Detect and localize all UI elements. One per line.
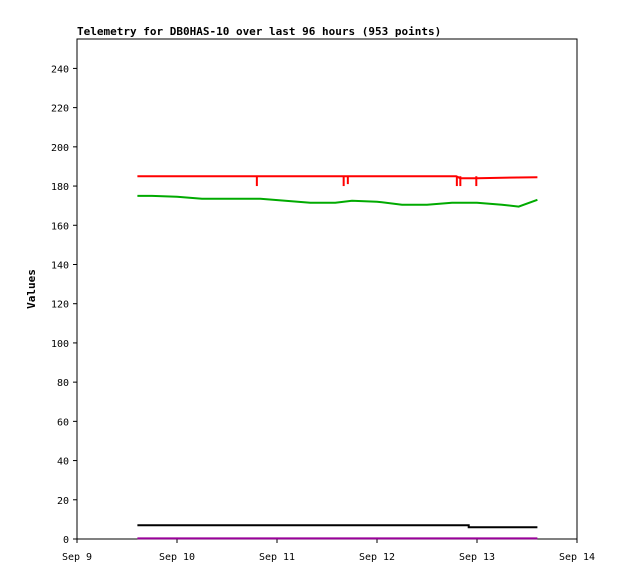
- y-tick-label: 180: [51, 182, 69, 193]
- chart-title: Telemetry for DB0HAS-10 over last 96 hou…: [77, 25, 441, 38]
- series-layer: [137, 175, 538, 540]
- plot-area: [76, 38, 578, 540]
- y-tick-label: 200: [51, 143, 69, 154]
- y-tick-label: 160: [51, 221, 69, 232]
- x-tick-label: Sep 9: [62, 552, 92, 563]
- y-tick-label: 80: [57, 378, 69, 389]
- y-axis: 0 20 40 60 80 100 120 140 160 180 200 220 240: [51, 64, 77, 546]
- series-line-3: [137, 524, 538, 529]
- y-tick-label: 220: [51, 104, 69, 115]
- x-tick-label: Sep 12: [359, 552, 395, 563]
- y-tick-label: 140: [51, 260, 69, 271]
- y-tick-label: 240: [51, 64, 69, 75]
- series-line-2: [137, 194, 538, 208]
- y-tick-label: 60: [57, 417, 69, 428]
- series-line-1: [137, 175, 538, 180]
- y-axis-label: Values: [25, 269, 38, 309]
- y-tick-label: 0: [63, 535, 69, 546]
- y-tick-label: 100: [51, 339, 69, 350]
- x-tick-label: Sep 10: [159, 552, 195, 563]
- x-tick-label: Sep 14: [559, 552, 595, 563]
- y-tick-label: 20: [57, 496, 69, 507]
- x-tick-label: Sep 11: [259, 552, 295, 563]
- y-tick-label: 120: [51, 300, 69, 311]
- x-axis: Sep 9 Sep 10 Sep 11 Sep 12 Sep 13 Sep 14: [62, 539, 595, 563]
- y-tick-label: 40: [57, 457, 69, 468]
- x-tick-label: Sep 13: [459, 552, 495, 563]
